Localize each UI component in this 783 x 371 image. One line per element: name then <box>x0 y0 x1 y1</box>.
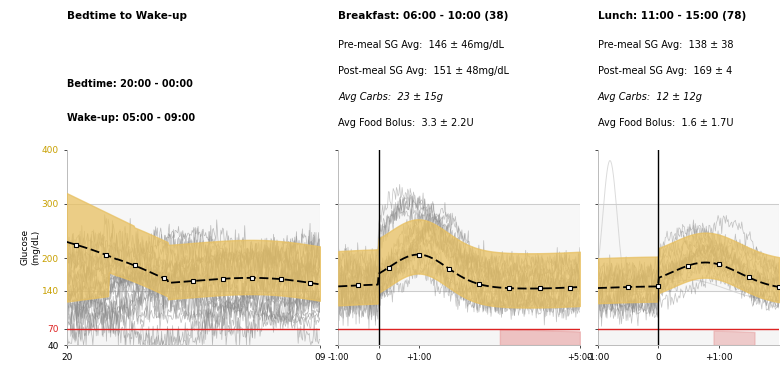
Bar <box>338 329 580 345</box>
Text: Post-meal SG Avg:  151 ± 48mg/dL: Post-meal SG Avg: 151 ± 48mg/dL <box>338 66 509 76</box>
Text: Bedtime: 20:00 - 00:00: Bedtime: 20:00 - 00:00 <box>67 79 193 89</box>
Text: Bedtime to Wake-up: Bedtime to Wake-up <box>67 11 186 21</box>
Bar <box>67 329 320 345</box>
Bar <box>67 204 320 291</box>
Text: Pre-meal SG Avg:  138 ± 38: Pre-meal SG Avg: 138 ± 38 <box>598 40 734 50</box>
Bar <box>598 204 779 291</box>
Text: Avg Carbs:  23 ± 15g: Avg Carbs: 23 ± 15g <box>338 92 443 102</box>
Text: Avg Carbs:  12 ± 12g: Avg Carbs: 12 ± 12g <box>598 92 703 102</box>
Text: Wake-up: 05:00 - 09:00: Wake-up: 05:00 - 09:00 <box>67 113 195 123</box>
Text: Breakfast: 06:00 - 10:00 (38): Breakfast: 06:00 - 10:00 (38) <box>338 11 509 21</box>
Bar <box>338 204 580 291</box>
Bar <box>598 329 779 345</box>
Text: Lunch: 11:00 - 15:00 (78): Lunch: 11:00 - 15:00 (78) <box>598 11 746 21</box>
Text: Pre-meal SG Avg:  146 ± 46mg/dL: Pre-meal SG Avg: 146 ± 46mg/dL <box>338 40 504 50</box>
Text: Avg Food Bolus:  3.3 ± 2.2U: Avg Food Bolus: 3.3 ± 2.2U <box>338 118 474 128</box>
Y-axis label: Glucose
(mg/dL): Glucose (mg/dL) <box>21 229 40 265</box>
Text: Avg Food Bolus:  1.6 ± 1.7U: Avg Food Bolus: 1.6 ± 1.7U <box>598 118 734 128</box>
Text: Post-meal SG Avg:  169 ± 4: Post-meal SG Avg: 169 ± 4 <box>598 66 732 76</box>
